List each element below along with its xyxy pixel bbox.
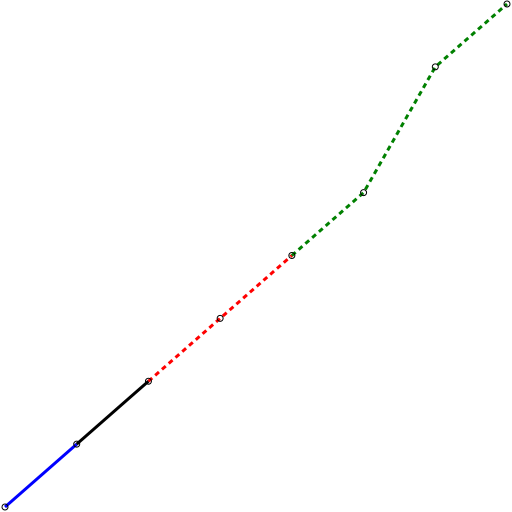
series-line-4 bbox=[290, 2, 508, 257]
data-point-5 bbox=[288, 252, 296, 259]
data-point-2 bbox=[73, 440, 81, 448]
data-point-7 bbox=[431, 63, 439, 71]
data-point-3 bbox=[144, 377, 152, 385]
series-line-3 bbox=[147, 254, 293, 383]
data-point-6 bbox=[360, 189, 368, 197]
data-point-4 bbox=[216, 314, 224, 322]
series-line-1 bbox=[4, 443, 78, 509]
series-layer bbox=[4, 2, 508, 509]
data-point-8 bbox=[503, 0, 511, 8]
series-line-2 bbox=[75, 380, 150, 446]
data-point-1 bbox=[1, 503, 9, 511]
